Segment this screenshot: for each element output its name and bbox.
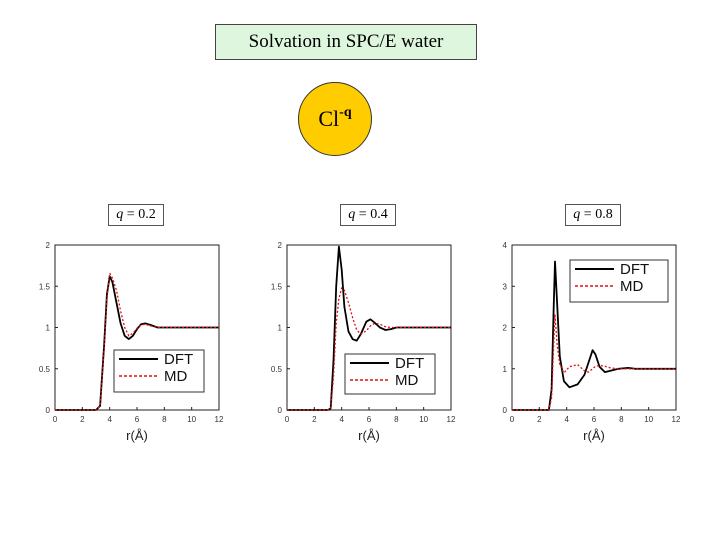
- x-tick-label: 12: [672, 415, 681, 424]
- x-axis-label: r(Å): [583, 428, 605, 443]
- slide-title: Solvation in SPC/E water: [215, 24, 477, 60]
- md-series-line: [512, 314, 676, 411]
- x-tick-label: 12: [215, 415, 224, 424]
- x-tick-label: 12: [447, 415, 456, 424]
- legend-dft-label: DFT: [620, 261, 649, 278]
- x-tick-label: 0: [53, 415, 58, 424]
- y-tick-label: 0: [503, 406, 508, 415]
- x-tick-label: 4: [564, 415, 569, 424]
- x-tick-label: 0: [510, 415, 515, 424]
- y-tick-label: 0: [46, 406, 51, 415]
- y-tick-label: 1: [46, 324, 51, 333]
- y-tick-label: 1.5: [271, 282, 283, 291]
- panel-label-q02: q = 0.2: [108, 204, 164, 226]
- x-tick-label: 2: [312, 415, 317, 424]
- y-tick-label: 2: [46, 241, 51, 250]
- x-tick-label: 8: [162, 415, 167, 424]
- x-tick-label: 6: [592, 415, 597, 424]
- panel-label-value: = 0.8: [583, 207, 613, 222]
- legend-md-label: MD: [395, 372, 418, 389]
- panel-label-value: = 0.2: [126, 207, 156, 222]
- x-tick-label: 8: [394, 415, 399, 424]
- panel-label-value: = 0.4: [358, 207, 388, 222]
- panel-label-q04: q = 0.4: [340, 204, 396, 226]
- y-tick-label: 4: [503, 241, 508, 250]
- x-tick-label: 10: [419, 415, 428, 424]
- x-tick-label: 10: [187, 415, 196, 424]
- legend-dft-label: DFT: [395, 355, 424, 372]
- x-axis-label: r(Å): [126, 428, 148, 443]
- ion-circle: Cl -q: [298, 82, 372, 156]
- legend-md-label: MD: [164, 368, 187, 385]
- x-tick-label: 4: [339, 415, 344, 424]
- md-series-line: [55, 272, 219, 411]
- x-tick-label: 10: [644, 415, 653, 424]
- legend-md-label: MD: [620, 278, 643, 295]
- md-series-line: [287, 287, 451, 411]
- y-tick-label: 0.5: [39, 365, 51, 374]
- x-axis-label: r(Å): [358, 428, 380, 443]
- x-tick-label: 6: [135, 415, 140, 424]
- x-tick-label: 8: [619, 415, 624, 424]
- y-tick-label: 1: [503, 365, 508, 374]
- x-tick-label: 2: [80, 415, 85, 424]
- x-tick-label: 0: [285, 415, 290, 424]
- ion-symbol: Cl: [318, 106, 340, 131]
- x-tick-label: 4: [107, 415, 112, 424]
- legend-box: [569, 259, 669, 303]
- x-tick-label: 6: [367, 415, 372, 424]
- legend-box: [344, 353, 436, 395]
- y-tick-label: 0: [278, 406, 283, 415]
- panel-label-var: q: [573, 207, 581, 222]
- y-tick-label: 2: [278, 241, 283, 250]
- y-tick-label: 0.5: [271, 365, 283, 374]
- panel-label-q08: q = 0.8: [565, 204, 621, 226]
- legend-dft-label: DFT: [164, 351, 193, 368]
- y-tick-label: 2: [503, 324, 508, 333]
- x-tick-label: 2: [537, 415, 542, 424]
- y-tick-label: 1.5: [39, 282, 51, 291]
- y-tick-label: 1: [278, 324, 283, 333]
- ion-charge: -q: [339, 105, 352, 120]
- legend-box: [113, 349, 205, 393]
- y-tick-label: 3: [503, 282, 508, 291]
- panel-label-var: q: [116, 207, 124, 222]
- panel-label-var: q: [348, 207, 356, 222]
